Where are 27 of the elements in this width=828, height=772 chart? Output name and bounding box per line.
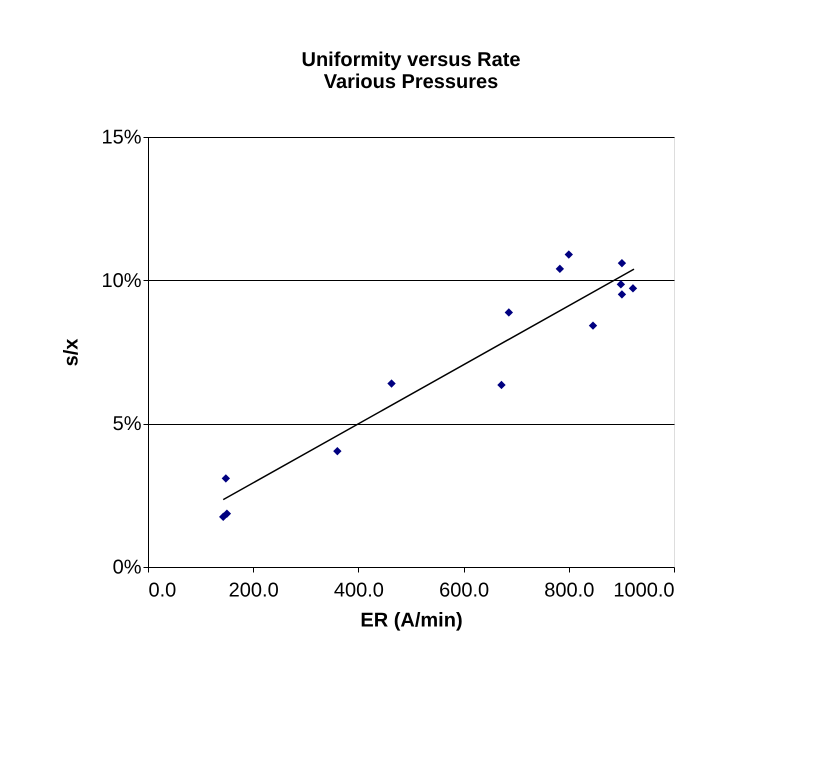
- point: [387, 379, 396, 388]
- x-tick-label: 200.0: [228, 580, 279, 602]
- text: Various Pressures: [324, 71, 498, 93]
- point: [564, 250, 573, 259]
- point: [618, 290, 626, 299]
- point: [616, 280, 626, 289]
- text: Uniformity versus Rate: [302, 49, 520, 71]
- y-tick-label: 5%: [112, 413, 142, 436]
- y-tick-label: 10%: [101, 270, 142, 292]
- x-tick-label: 0.0: [148, 580, 176, 602]
- x-axis-title: ER (A/min): [360, 610, 463, 632]
- point: [618, 258, 626, 268]
- point: [628, 284, 638, 293]
- point: [333, 447, 342, 456]
- point: [504, 308, 514, 317]
- x-tick-label: 600.0: [439, 580, 490, 602]
- y-tick-label: 0%: [112, 556, 142, 578]
- point: [222, 474, 230, 483]
- y-tick-label: 15%: [101, 126, 142, 148]
- y-axis-title: s/x: [60, 338, 82, 366]
- x-tick-label: 1000.0: [613, 580, 674, 602]
- x-tick-label: 800.0: [544, 580, 594, 602]
- point: [222, 509, 232, 518]
- point: [588, 321, 598, 330]
- point: [497, 380, 506, 390]
- x-tick-label: 400.0: [334, 580, 384, 602]
- point: [556, 264, 564, 274]
